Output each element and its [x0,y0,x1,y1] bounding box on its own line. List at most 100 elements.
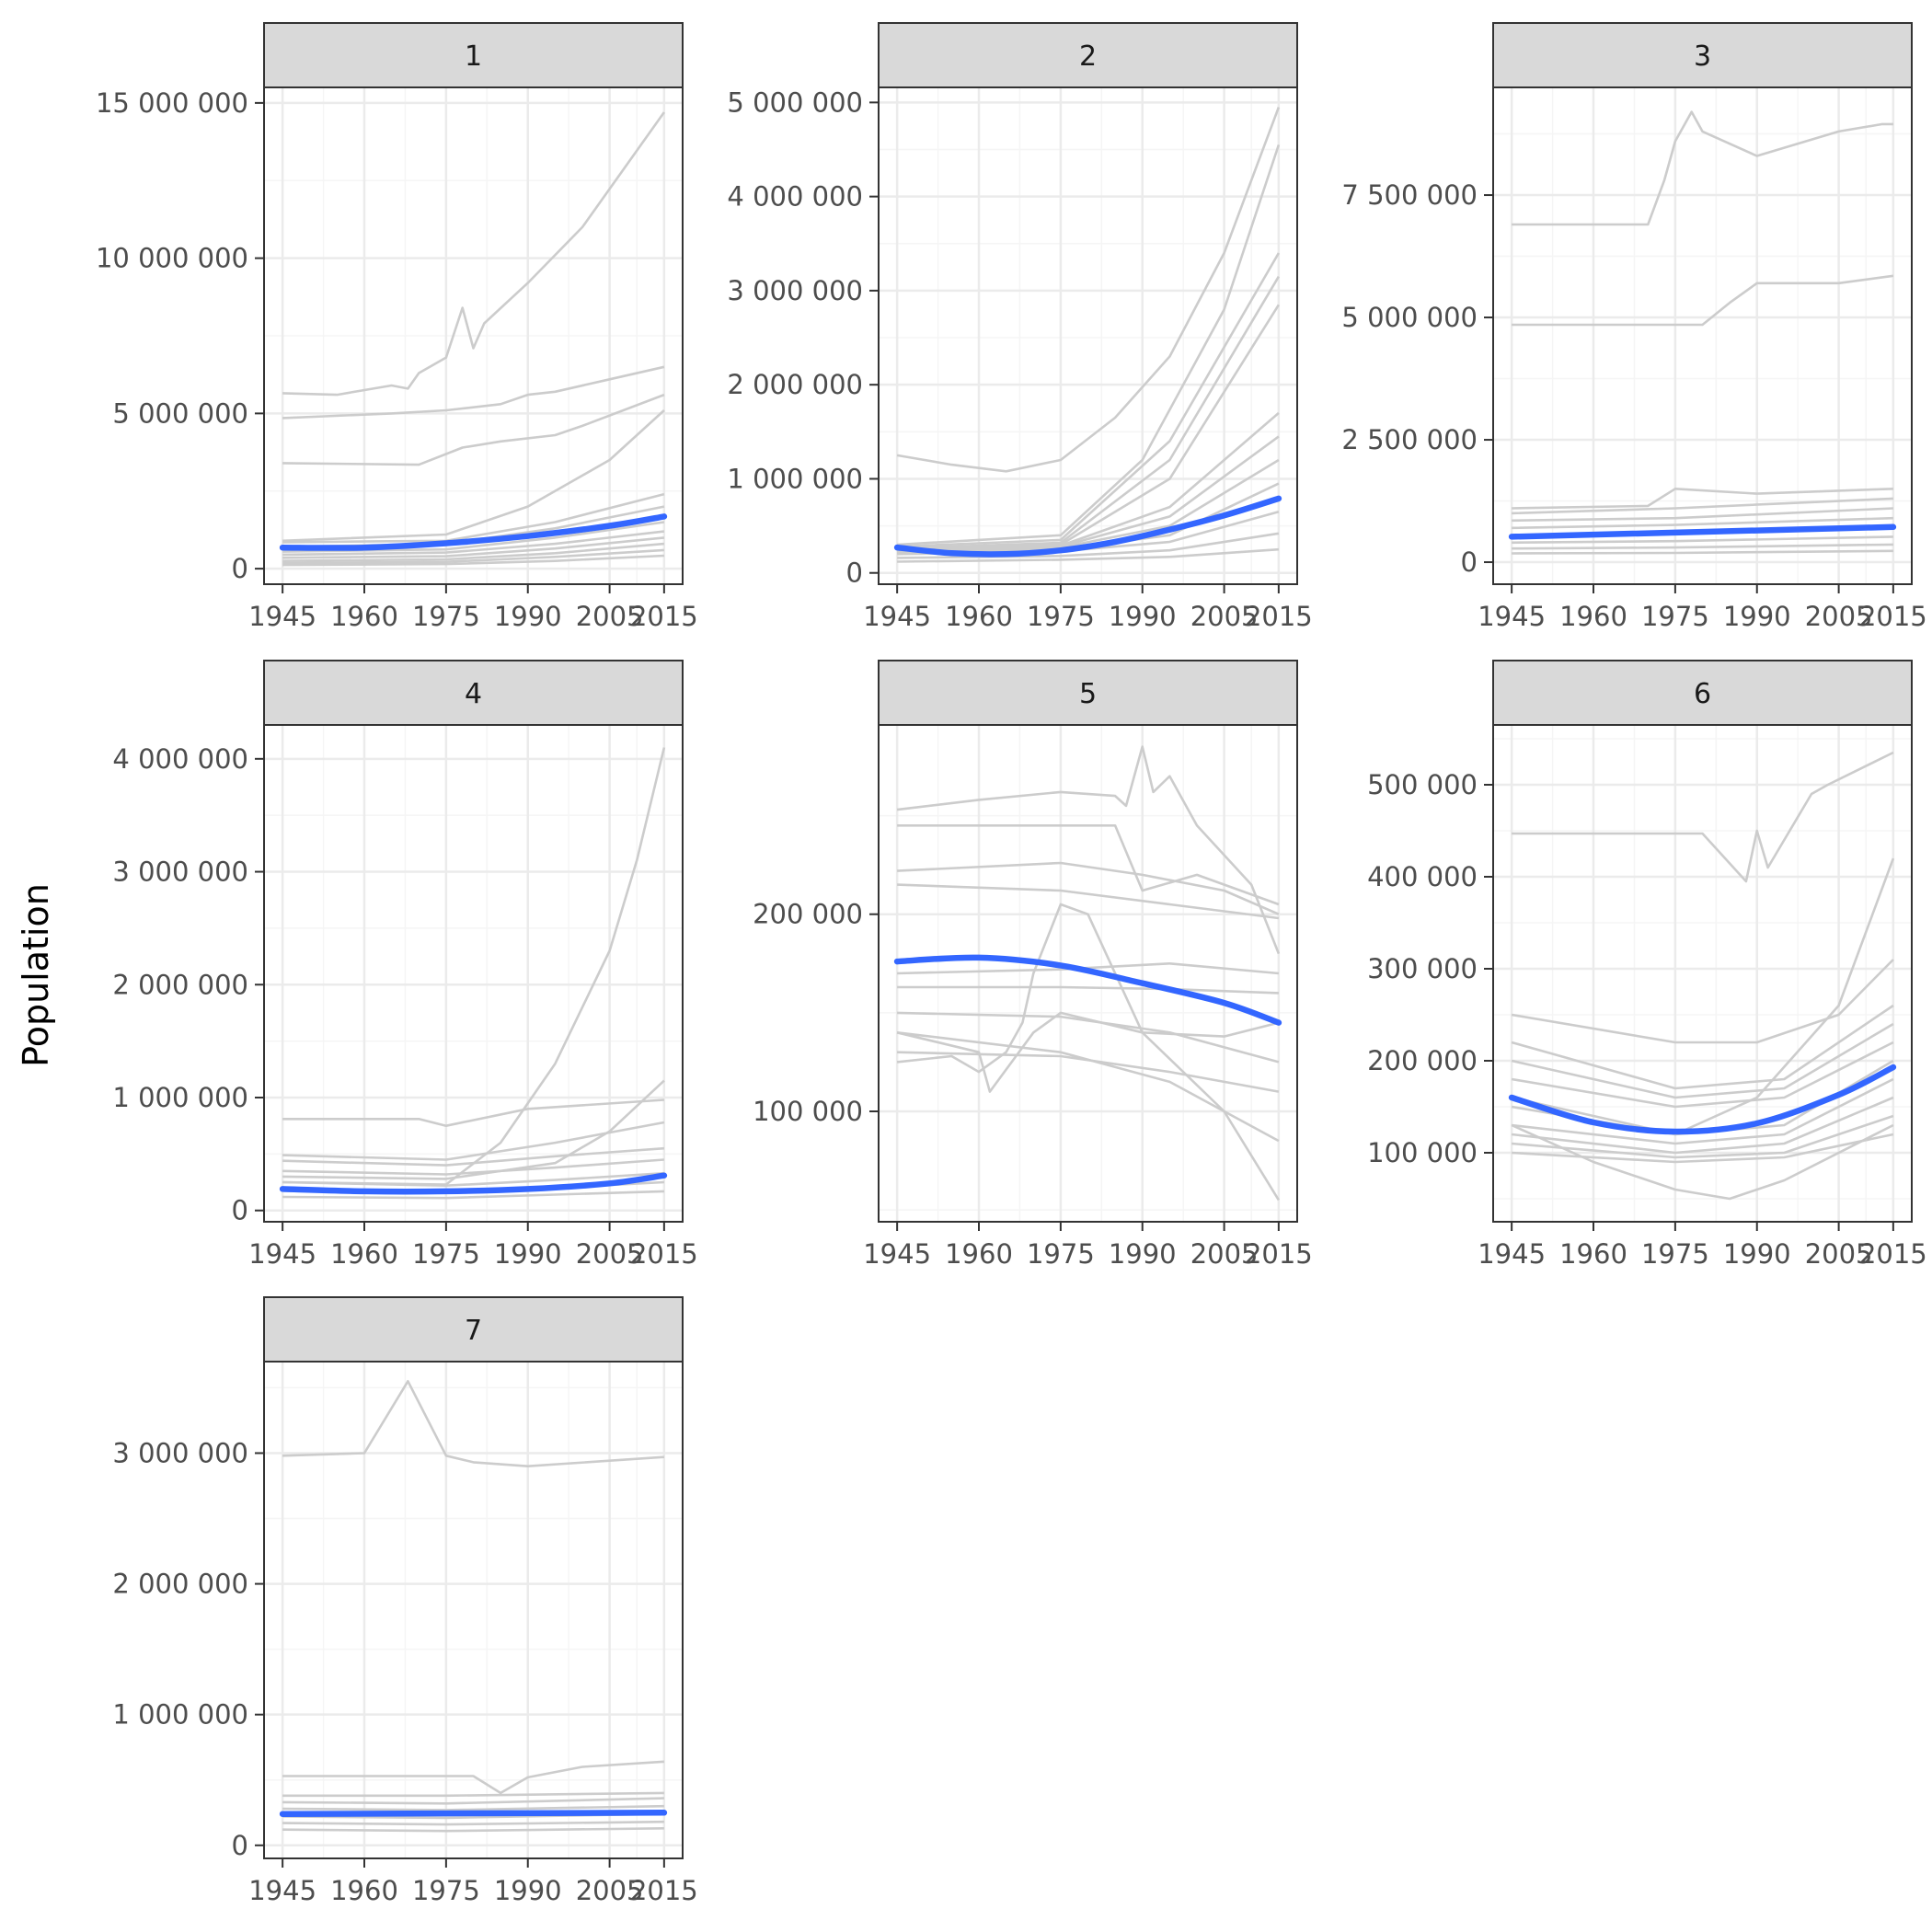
panel-border [1492,86,1913,585]
x-tick-label: 1990 [1109,601,1177,632]
series-line [282,1804,664,1811]
series-line [282,542,665,562]
series-line [897,275,1281,550]
y-tick-label: 100 000 [1367,1137,1478,1168]
plot-area [264,1362,683,1858]
facet-strip [263,22,684,88]
y-tick-label: 200 000 [1367,1045,1478,1076]
series-line [282,1820,664,1826]
panel-3: 3 0 2 500 000 5 000 000 7 500 000 1945 1960 197… [1341,22,1927,632]
series-line [1511,857,1895,1136]
y-tick-label: 10 000 000 [96,243,248,274]
y-tick-label: 200 000 [753,899,863,930]
series-line [1511,1096,1894,1155]
series-line [282,1079,665,1180]
x-tick-label: 1945 [248,601,316,632]
y-tick-label: 0 [846,558,863,589]
x-tick-label: 1945 [1478,601,1546,632]
series-line [1511,1123,1894,1201]
x-tick-label: 1945 [248,1875,316,1906]
y-tick-label: 5 000 000 [112,397,248,429]
x-tick-label: 2015 [1859,1238,1927,1270]
panel-border [263,86,684,585]
y-tick-label: 500 000 [1367,769,1478,800]
series-line [282,1791,664,1798]
x-tick-label: 2005 [1190,601,1259,632]
series-line [282,1380,664,1467]
series-line [897,252,1281,548]
trend-line [1508,523,1897,540]
panel-background [264,1362,683,1858]
x-tick-label: 2005 [576,1875,644,1906]
trend-line [893,954,1282,1026]
series-line [897,1011,1280,1064]
x-tick-label: 2005 [1190,1238,1259,1270]
facet-label: 4 [465,678,482,710]
panel-2: 2 0 1 000 000 2 000 000 3 000 000 4 000 000 5 … [727,22,1313,632]
x-tick-label: 1990 [1109,1238,1177,1270]
series-line [1512,543,1893,550]
plot-area [264,725,683,1222]
series-line [896,107,1281,473]
panel-6: 6 100 000 200 000 300 000 400 000 500 000 1945… [1367,660,1927,1270]
x-tick-label: 1945 [248,1238,316,1270]
y-tick-label: 15 000 000 [96,87,248,119]
series-line [896,1031,1280,1143]
series-line [282,1146,664,1167]
x-tick-label: 1990 [494,1875,562,1906]
series-line [282,536,665,559]
series-line [897,824,1280,906]
y-tick-label: 5 000 000 [1341,302,1478,333]
x-tick-label: 1960 [330,1875,398,1906]
y-tick-label: 3 000 000 [112,1437,248,1468]
y-tick-label: 4 000 000 [112,743,248,775]
y-tick-label: 3 000 000 [112,857,248,888]
series-line [896,1011,1280,1093]
x-tick-label: 1945 [863,601,931,632]
panel-background [264,725,683,1222]
y-tick-label: 0 [232,1830,248,1861]
trend-line [279,1810,668,1817]
trend-line [279,513,668,551]
panel-border [1492,724,1913,1223]
facet-label: 5 [1079,678,1097,710]
facet-label: 3 [1694,40,1711,73]
x-tick-label: 2015 [1245,1238,1313,1270]
series-line [1512,751,1894,883]
x-tick-label: 1975 [412,1875,480,1906]
x-tick-label: 1945 [863,1238,931,1270]
series-line [282,111,665,397]
plot-area [879,87,1297,584]
series-line [897,144,1281,546]
facet-label: 6 [1694,678,1711,710]
x-tick-label: 2005 [1805,601,1873,632]
series-line [282,554,664,567]
series-line [282,492,665,544]
x-tick-label: 1960 [1559,1238,1627,1270]
x-tick-label: 1960 [945,1238,1013,1270]
x-tick-label: 1990 [494,1238,562,1270]
series-line [1511,1041,1894,1109]
series-line [1512,549,1893,555]
panel-border [878,724,1298,1223]
series-line [1511,1114,1894,1159]
series-line [897,861,1280,915]
y-tick-label: 4 000 000 [727,181,863,213]
x-tick-label: 2005 [576,601,644,632]
series-line [897,962,1280,975]
series-line [1512,274,1894,327]
x-tick-label: 2015 [630,1875,698,1906]
series-line [1512,507,1893,523]
y-tick-label: 2 000 000 [727,369,863,400]
y-tick-label: 400 000 [1367,861,1478,892]
y-tick-label: 0 [1461,546,1478,578]
series-line [282,548,664,565]
panel-border [878,86,1298,585]
series-line [282,365,665,420]
series-line [1512,535,1893,545]
series-line [282,1190,664,1200]
series-line [282,1098,664,1127]
x-tick-label: 1975 [412,601,480,632]
